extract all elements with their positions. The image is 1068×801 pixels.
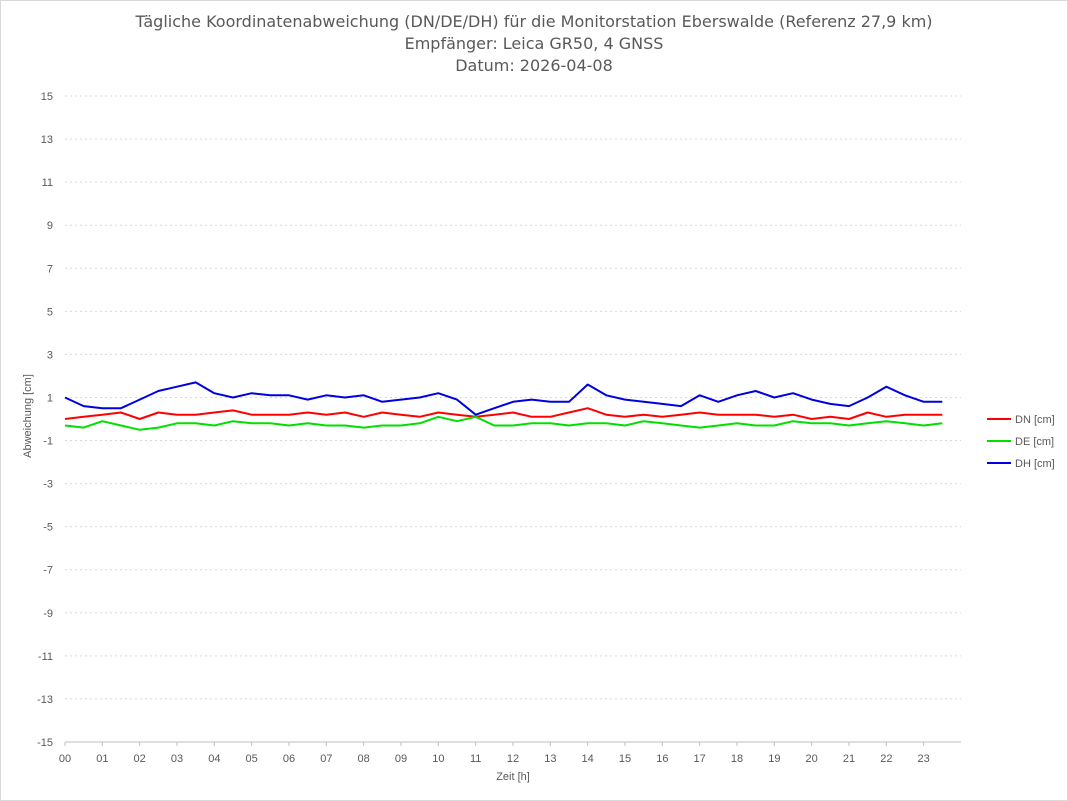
y-tick-label: 7	[47, 263, 53, 275]
x-tick-label: 18	[731, 753, 743, 765]
x-tick-labels: 00 01 02 03 04 05 06 07 08 09 10 11 12 13 14 15 16 17 18 19…	[59, 741, 961, 765]
y-tick-label: 15	[41, 91, 53, 103]
y-tick-label: 11	[42, 177, 53, 189]
x-tick-label: 09	[395, 753, 407, 765]
legend-label: DE [cm]	[1015, 436, 1054, 448]
x-tick-label: 02	[134, 753, 146, 765]
x-tick-label: 22	[880, 753, 892, 765]
y-tick-label: 9	[47, 220, 53, 232]
x-tick-label: 00	[59, 753, 71, 765]
x-tick-label: 05	[246, 753, 258, 765]
x-tick-label: 07	[320, 753, 332, 765]
chart-title-block: Tägliche Koordinatenabweichung (DN/DE/DH…	[1, 11, 1067, 77]
legend: DN [cm] DE [cm] DH [cm]	[987, 414, 1055, 470]
x-tick-label: 21	[843, 753, 855, 765]
y-tick-label: -5	[43, 522, 53, 534]
y-axis-title: Abweichung [cm]	[22, 374, 34, 458]
chart-subtitle-receiver: Empfänger: Leica GR50, 4 GNSS	[404, 34, 664, 53]
x-tick-label: 03	[171, 753, 183, 765]
x-tick-label: 17	[694, 753, 706, 765]
y-tick-label: -1	[43, 436, 53, 448]
chart-subtitle-date: Datum: 2026-04-08	[455, 56, 613, 75]
x-tick-label: 11	[470, 753, 481, 765]
y-tick-label: 13	[41, 134, 53, 146]
x-tick-label: 12	[507, 753, 519, 765]
x-axis-title: Zeit [h]	[496, 771, 530, 783]
x-tick-label: 23	[918, 753, 930, 765]
x-tick-label: 15	[619, 753, 631, 765]
y-tick-label: -3	[43, 479, 53, 491]
x-tick-label: 14	[582, 753, 594, 765]
series-line-dh	[64, 381, 943, 416]
y-tick-label: -11	[38, 651, 53, 663]
legend-label: DH [cm]	[1015, 458, 1055, 470]
y-tick-label: 5	[47, 306, 53, 318]
series-lines	[64, 381, 943, 431]
x-tick-label: 20	[806, 753, 818, 765]
y-tick-label: -7	[43, 565, 53, 577]
series-line-de	[64, 415, 943, 431]
x-tick-label: 10	[432, 753, 444, 765]
x-tick-label: 19	[768, 753, 780, 765]
x-tick-label: 13	[544, 753, 556, 765]
y-tick-label: -9	[43, 608, 53, 620]
x-tick-label: 16	[656, 753, 668, 765]
y-tick-label: 1	[47, 392, 53, 404]
x-tick-label: 08	[358, 753, 370, 765]
series-line-dn	[64, 407, 943, 420]
x-tick-label: 06	[283, 753, 295, 765]
x-tick-label: 04	[208, 753, 220, 765]
legend-label: DN [cm]	[1015, 414, 1055, 426]
y-tick-labels: 15 13 11 9 7 5 3 1 -1 -3 -5 -7 -9 -11 -13 -15	[37, 91, 53, 749]
gridlines	[65, 95, 961, 743]
y-tick-label: 3	[47, 349, 53, 361]
y-tick-label: -15	[37, 737, 53, 749]
y-tick-label: -13	[37, 694, 53, 706]
x-tick-label: 01	[96, 753, 108, 765]
chart-title: Tägliche Koordinatenabweichung (DN/DE/DH…	[135, 12, 933, 31]
